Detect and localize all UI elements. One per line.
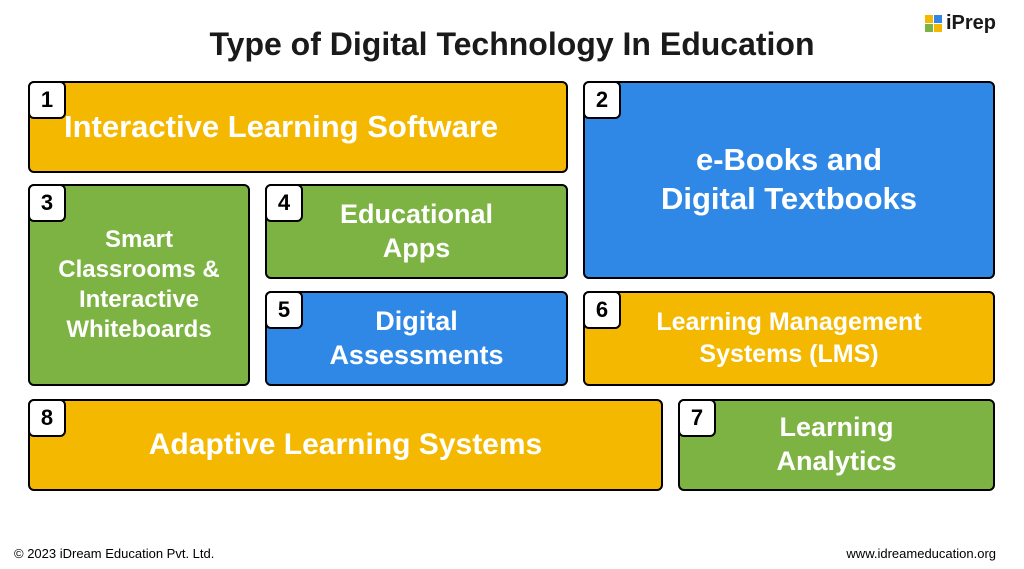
- tile-label: e-Books and Digital Textbooks: [595, 141, 983, 219]
- brand-logo: iPrep: [925, 12, 996, 35]
- brand-name: iPrep: [946, 12, 996, 35]
- tile-1: 1Interactive Learning Software: [28, 81, 568, 173]
- tile-number-badge: 4: [265, 184, 303, 222]
- tiles-grid: 1Interactive Learning Software 2 e-Books a…: [28, 81, 996, 511]
- logo-square: [934, 24, 942, 32]
- tile-number-badge: 3: [28, 184, 66, 222]
- tile-number-badge: 8: [28, 399, 66, 437]
- page-title: Type of Digital Technology In Education: [0, 0, 1024, 81]
- tile-number-badge: 5: [265, 291, 303, 329]
- tile-6: 6Learning Management Systems (LMS): [583, 291, 995, 386]
- copyright-text: © 2023 iDream Education Pvt. Ltd.: [14, 546, 214, 561]
- footer-url: www.idreameducation.org: [846, 546, 996, 561]
- tile-label: Smart Classrooms & Interactive Whiteboar…: [40, 225, 238, 345]
- tile-5: 5Digital Assessments: [265, 291, 568, 386]
- tile-4: 4Educational Apps: [265, 184, 568, 279]
- tile-7: 7Learning Analytics: [678, 399, 995, 491]
- logo-square: [934, 15, 942, 23]
- logo-mark: [925, 15, 942, 32]
- tile-label: Learning Management Systems (LMS): [595, 307, 983, 370]
- footer: © 2023 iDream Education Pvt. Ltd. www.id…: [14, 546, 996, 561]
- tile-8: 8Adaptive Learning Systems: [28, 399, 663, 491]
- tile-label: Learning Analytics: [690, 411, 983, 479]
- tile-label: Educational Apps: [277, 198, 556, 266]
- tile-label: Interactive Learning Software: [40, 108, 556, 147]
- logo-square: [925, 15, 933, 23]
- tile-3: 3Smart Classrooms & Interactive Whiteboa…: [28, 184, 250, 386]
- tile-number-badge: 1: [28, 81, 66, 119]
- tile-number-badge: 6: [583, 291, 621, 329]
- tile-label: Adaptive Learning Systems: [40, 426, 651, 464]
- tile-label: Digital Assessments: [277, 305, 556, 373]
- tile-number-badge: 2: [583, 81, 621, 119]
- logo-square: [925, 24, 933, 32]
- tile-number-badge: 7: [678, 399, 716, 437]
- tile-2: 2 e-Books and Digital Textbooks: [583, 81, 995, 279]
